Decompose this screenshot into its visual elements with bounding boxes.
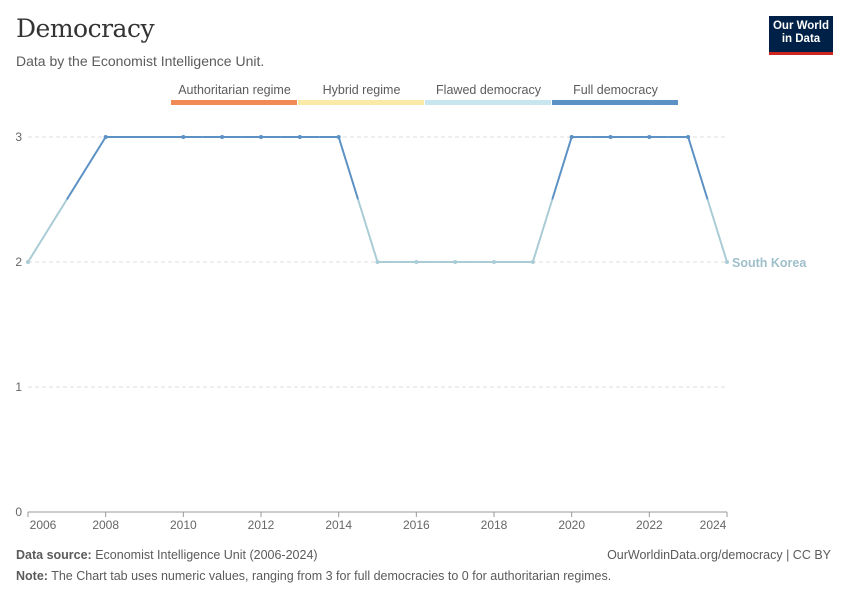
source-url[interactable]: OurWorldinData.org/democracy | CC BY (607, 548, 831, 562)
data-point (259, 135, 263, 139)
legend-label: Full democracy (573, 83, 658, 97)
data-point (453, 260, 458, 264)
chart-title: Democracy (16, 14, 155, 43)
legend-label: Hybrid regime (322, 83, 401, 97)
series-line-segment (687, 136, 709, 200)
note-label: Note: (16, 569, 48, 583)
data-point (26, 260, 30, 264)
series-line-segment (531, 199, 554, 263)
legend-label: Authoritarian regime (178, 83, 291, 97)
data-point (569, 135, 574, 139)
source-label: Data source: (16, 548, 92, 562)
data-point (414, 260, 419, 264)
legend-full[interactable]: Full democracy (552, 83, 679, 105)
series-line-segment (27, 198, 68, 263)
legend-label: Flawed democracy (436, 83, 541, 97)
x-tick-label: 2014 (325, 518, 352, 532)
data-point (297, 135, 302, 139)
y-tick-label: 2 (15, 255, 22, 269)
source-text[interactable]: Economist Intelligence Unit (2006-2024) (95, 548, 318, 562)
legend: Authoritarian regime Hybrid regime Flawe… (171, 83, 679, 105)
x-tick-label: 2018 (481, 518, 508, 532)
series-line-segment (706, 199, 728, 263)
y-tick-label: 1 (15, 380, 22, 394)
data-point (375, 260, 380, 264)
legend-swatch (298, 100, 424, 105)
note: Note: The Chart tab uses numeric values,… (16, 569, 611, 583)
series-line-segment (357, 199, 379, 263)
data-source: Data source: Economist Intelligence Unit… (16, 548, 318, 562)
data-point (686, 135, 691, 139)
data-point (336, 135, 341, 139)
y-tick-label: 3 (15, 130, 22, 144)
series-label: South Korea (732, 256, 807, 270)
data-point (220, 135, 225, 139)
series-line-segment (65, 136, 107, 201)
x-tick-label: 2022 (636, 518, 663, 532)
x-tick-label: 2006 (30, 518, 57, 532)
x-tick-label: 2020 (558, 518, 585, 532)
data-point (725, 260, 729, 264)
y-tick-label: 0 (15, 505, 22, 519)
data-point (492, 260, 496, 264)
owid-logo[interactable]: Our World in Data (769, 16, 833, 55)
x-tick-label: 2010 (170, 518, 197, 532)
series-line-segment (337, 136, 360, 200)
legend-swatch (425, 100, 551, 105)
data-point (181, 135, 186, 139)
chart-subtitle: Data by the Economist Intelligence Unit. (16, 53, 265, 69)
x-tick-label: 2024 (700, 518, 727, 532)
x-tick-label: 2012 (248, 518, 275, 532)
legend-flawed[interactable]: Flawed democracy (425, 83, 552, 105)
x-tick-label: 2016 (403, 518, 430, 532)
legend-hybrid[interactable]: Hybrid regime (298, 83, 425, 105)
series-line-segment (551, 136, 573, 200)
note-text: The Chart tab uses numeric values, rangi… (51, 569, 612, 583)
data-point (530, 260, 535, 264)
data-point (647, 135, 652, 139)
data-point (103, 135, 108, 139)
legend-swatch (171, 100, 297, 105)
legend-authoritarian[interactable]: Authoritarian regime (171, 83, 298, 105)
data-point (608, 135, 613, 139)
x-tick-label: 2008 (92, 518, 119, 532)
legend-swatch (552, 100, 678, 105)
